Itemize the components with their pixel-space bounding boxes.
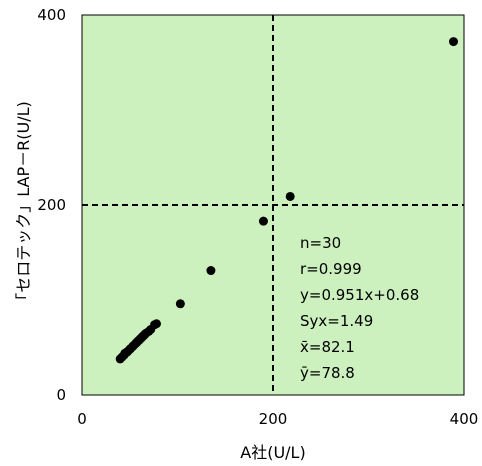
data-points [115, 37, 458, 364]
y-tick-label: 0 [56, 386, 66, 404]
data-point [448, 37, 458, 47]
y-axis-ticks: 0 200 400 [37, 6, 66, 404]
data-point [285, 191, 295, 201]
data-point [151, 319, 161, 329]
data-point [206, 266, 216, 276]
stat-regression: y=0.951x+0.68 [300, 286, 419, 304]
stat-y-mean: ȳ=78.8 [300, 364, 355, 382]
stat-r: r=0.999 [300, 260, 362, 278]
x-tick-label: 0 [77, 410, 87, 428]
y-tick-label: 200 [37, 196, 66, 214]
stat-n: n=30 [300, 234, 341, 252]
x-tick-label: 200 [259, 410, 288, 428]
x-tick-label: 400 [450, 410, 479, 428]
data-point [258, 216, 268, 226]
y-tick-label: 400 [37, 6, 66, 24]
y-axis-label: 「セロテック」LAP－R(U/L) [14, 101, 33, 309]
x-axis-label: A社(U/L) [240, 443, 305, 462]
statistics-annotation: n=30 r=0.999 y=0.951x+0.68 Syx=1.49 x̄=8… [300, 234, 419, 382]
x-axis-ticks: 0 200 400 [77, 410, 478, 428]
stat-x-mean: x̄=82.1 [300, 338, 355, 356]
data-point [175, 299, 185, 309]
stat-syx: Syx=1.49 [300, 312, 373, 330]
reference-lines [82, 15, 464, 395]
